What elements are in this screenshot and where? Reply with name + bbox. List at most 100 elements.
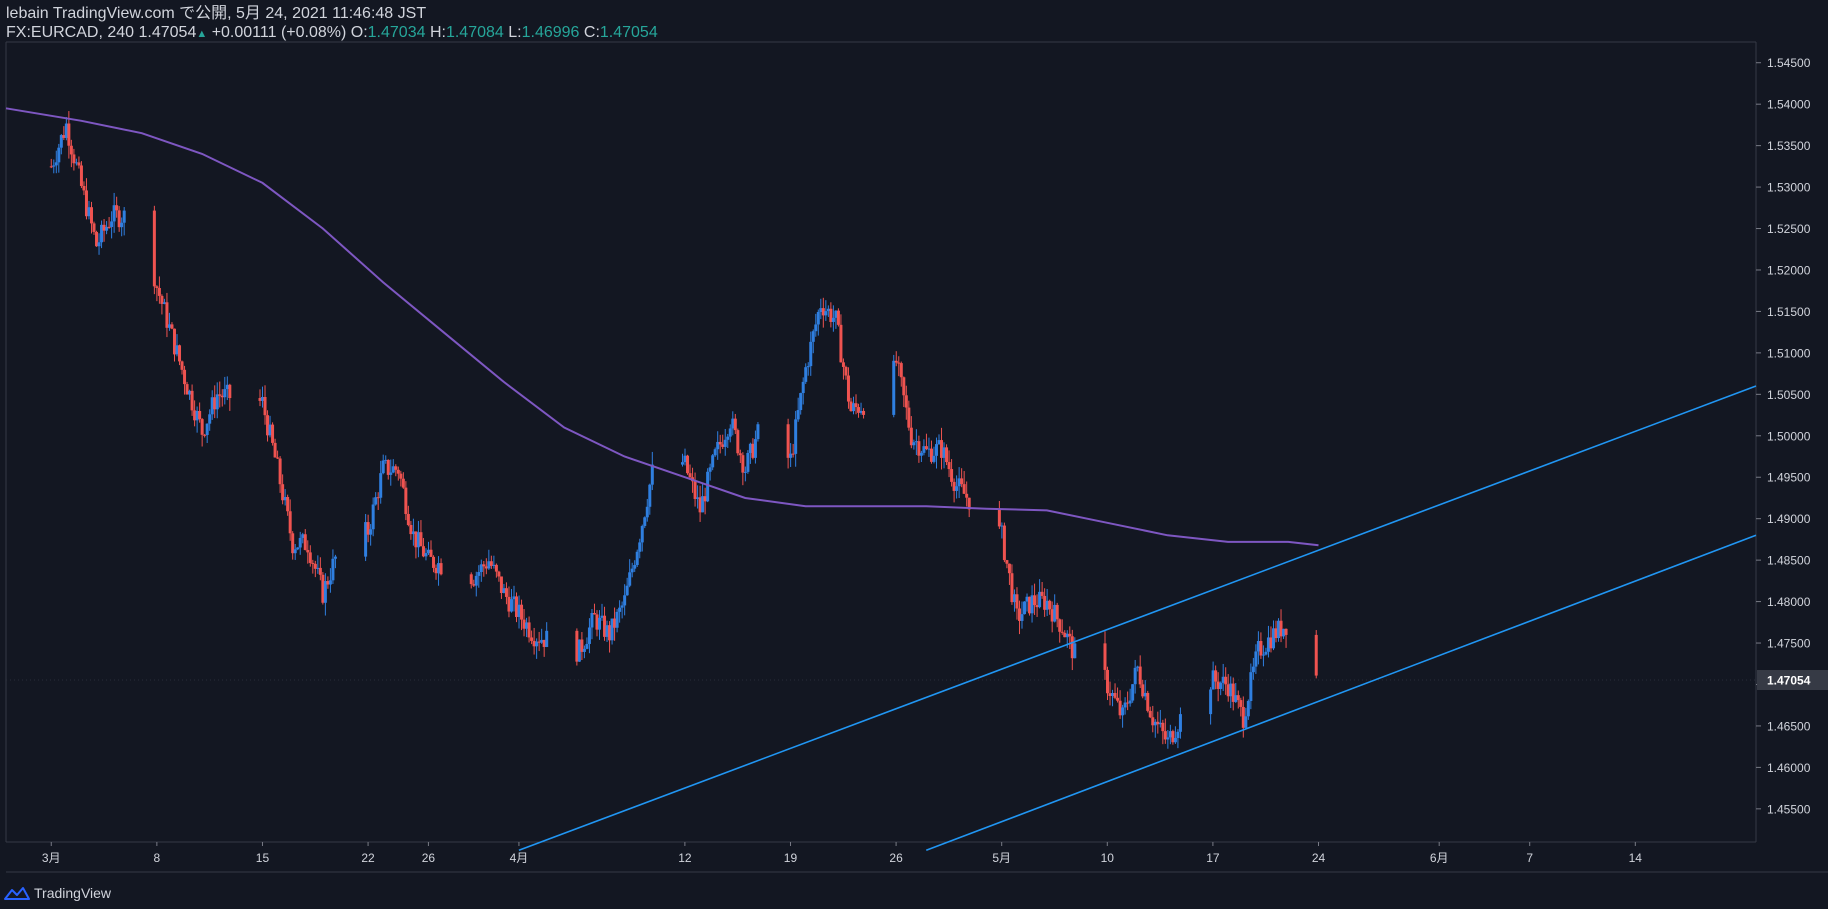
open-value: 1.47034 bbox=[367, 24, 426, 41]
candle-body bbox=[469, 574, 473, 585]
candle-body bbox=[69, 145, 73, 155]
candle-body bbox=[1279, 620, 1283, 637]
candle-body bbox=[1168, 731, 1172, 738]
y-tick-label: 1.48500 bbox=[1767, 554, 1811, 568]
candle-body bbox=[608, 625, 612, 641]
candle-body bbox=[105, 226, 109, 231]
candle-body bbox=[1269, 637, 1273, 649]
candle-body bbox=[892, 360, 896, 415]
candle-body bbox=[852, 403, 856, 412]
candle-body bbox=[89, 207, 93, 224]
candle-body bbox=[1214, 670, 1218, 682]
candle-body bbox=[794, 419, 798, 454]
candle-body bbox=[59, 135, 63, 148]
candle-body bbox=[286, 497, 290, 512]
candle-body bbox=[263, 396, 267, 416]
candle-body bbox=[716, 441, 720, 450]
candle-body bbox=[1058, 619, 1062, 632]
candle-body bbox=[1128, 700, 1132, 704]
candle-body bbox=[922, 446, 926, 453]
candle-body bbox=[167, 324, 171, 328]
candle-body bbox=[530, 637, 534, 641]
candle-body bbox=[789, 453, 793, 458]
candle-body bbox=[1277, 620, 1281, 639]
y-tick-label: 1.46000 bbox=[1767, 761, 1811, 775]
candle-body bbox=[520, 604, 524, 620]
candle-body bbox=[499, 576, 503, 593]
candle-body bbox=[846, 375, 850, 402]
candle-body bbox=[515, 596, 519, 617]
y-tick-label: 1.53500 bbox=[1767, 139, 1811, 153]
candle-body bbox=[1246, 700, 1250, 717]
candle-body bbox=[62, 135, 66, 138]
candle-body bbox=[839, 324, 843, 363]
candle-body bbox=[909, 427, 913, 446]
y-tick-label: 1.53000 bbox=[1767, 181, 1811, 195]
candle-body bbox=[914, 441, 918, 443]
y-tick-label: 1.47500 bbox=[1767, 637, 1811, 651]
y-tick-label: 1.50500 bbox=[1767, 388, 1811, 402]
y-tick-label: 1.45500 bbox=[1767, 802, 1811, 816]
candle-body bbox=[1033, 595, 1037, 606]
candle-body bbox=[841, 362, 845, 367]
candle-body bbox=[193, 410, 197, 421]
candle-body bbox=[296, 547, 300, 550]
candle-body bbox=[1028, 596, 1032, 614]
candle-body bbox=[1282, 628, 1286, 637]
candle-body bbox=[1005, 560, 1009, 564]
candle-body bbox=[271, 424, 275, 443]
candle-body bbox=[1229, 683, 1233, 697]
tradingview-branding[interactable]: TradingView bbox=[4, 885, 111, 901]
candle-body bbox=[77, 162, 81, 166]
candle-body bbox=[1251, 666, 1255, 673]
candle-body bbox=[1266, 637, 1270, 652]
candle-body bbox=[630, 568, 634, 573]
candle-body bbox=[1020, 614, 1024, 621]
candle-body bbox=[1231, 683, 1235, 702]
candle-body bbox=[185, 384, 189, 395]
candle-body bbox=[1002, 525, 1006, 561]
candle-body bbox=[331, 558, 335, 581]
candle-body bbox=[386, 459, 390, 475]
y-tick-label: 1.50000 bbox=[1767, 429, 1811, 443]
candle-body bbox=[814, 324, 818, 332]
candle-body bbox=[79, 165, 83, 187]
candle-body bbox=[1038, 591, 1042, 608]
candle-body bbox=[306, 549, 310, 553]
candle-body bbox=[1017, 608, 1021, 621]
candle-body bbox=[122, 210, 126, 223]
candle-body bbox=[84, 190, 88, 217]
candle-body bbox=[686, 455, 690, 474]
candle-body bbox=[52, 165, 56, 167]
candle-body bbox=[965, 493, 969, 498]
candle-body bbox=[67, 123, 71, 146]
high-label: H: bbox=[429, 24, 446, 41]
candle-body bbox=[613, 618, 617, 628]
symbol-interval[interactable]: FX:EURCAD, 240 bbox=[6, 24, 135, 41]
candle-body bbox=[610, 618, 614, 641]
candle-body bbox=[369, 529, 373, 535]
candle-body bbox=[152, 210, 156, 287]
candle-body bbox=[313, 563, 317, 569]
candle-body bbox=[190, 390, 194, 411]
candle-body bbox=[1226, 684, 1230, 697]
x-tick-label: 22 bbox=[361, 851, 375, 865]
candle-body bbox=[1146, 692, 1150, 711]
close-label: C: bbox=[583, 24, 600, 41]
candle-body bbox=[683, 455, 687, 463]
candle-body bbox=[1284, 628, 1288, 635]
candle-body bbox=[701, 496, 705, 513]
candle-body bbox=[424, 553, 428, 557]
candle-body bbox=[894, 360, 898, 363]
candle-body bbox=[625, 585, 629, 596]
candle-body bbox=[751, 443, 755, 458]
candle-body bbox=[419, 532, 423, 547]
candle-body bbox=[391, 466, 395, 473]
candle-body bbox=[421, 546, 425, 557]
candle-body bbox=[997, 509, 1001, 527]
candle-body bbox=[1153, 721, 1157, 726]
candle-body bbox=[432, 556, 436, 568]
candle-body bbox=[323, 581, 327, 603]
candle-body bbox=[213, 397, 217, 410]
